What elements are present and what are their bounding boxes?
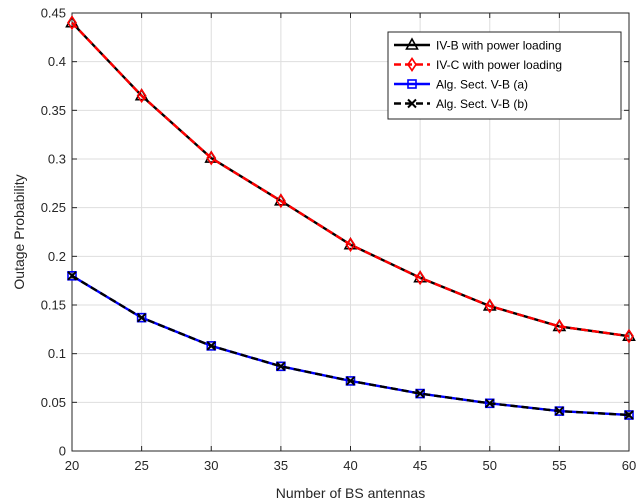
- y-tick-label: 0.2: [48, 249, 66, 264]
- y-axis-label: Outage Probability: [11, 174, 27, 289]
- series-2: [67, 15, 634, 344]
- y-tick-label: 0.1: [48, 346, 66, 361]
- legend-marker: [407, 98, 417, 109]
- x-tick-label: 20: [65, 458, 79, 473]
- y-tick-label: 0.4: [48, 54, 66, 69]
- series-line: [71, 21, 630, 338]
- legend-label: Alg. Sect. V-B (a): [436, 78, 528, 92]
- legend-item: Alg. Sect. V-B (a): [394, 78, 528, 92]
- legend: IV-B with power loading IV-C with power l…: [387, 31, 622, 120]
- data-point: [415, 388, 425, 399]
- y-tick-label: 0.3: [48, 152, 66, 167]
- data-point: [67, 271, 77, 281]
- legend-box: [387, 31, 622, 120]
- x-tick-label: 45: [413, 458, 427, 473]
- axis-ticks: 20 25 30 35 40 45 50 55 60 0 0.05 0.1 0.15 0.2 0.25 0.3…: [41, 6, 637, 474]
- data-point: [345, 376, 356, 386]
- legend-label: Alg. Sect. V-B (b): [436, 97, 528, 111]
- x-tick-label: 35: [274, 458, 288, 473]
- legend-marker: [405, 37, 419, 50]
- y-tick-label: 0.45: [41, 6, 66, 21]
- data-point: [67, 270, 77, 281]
- data-point: [554, 318, 565, 334]
- x-tick-label: 60: [622, 458, 636, 473]
- data-point: [415, 270, 426, 286]
- y-tick-label: 0: [59, 444, 66, 459]
- x-tick-label: 55: [552, 458, 566, 473]
- y-tick-label: 0.35: [41, 103, 66, 118]
- y-tick-label: 0.15: [41, 298, 66, 313]
- x-tick-label: 25: [134, 458, 148, 473]
- data-point: [67, 15, 77, 31]
- data-point: [275, 193, 286, 209]
- series-4: [67, 271, 634, 420]
- data-point: [554, 406, 565, 416]
- data-point: [206, 341, 216, 351]
- data-point: [136, 312, 147, 323]
- data-point: [276, 361, 286, 372]
- legend-item: IV-B with power loading: [394, 37, 561, 53]
- legend-label: IV-C with power loading: [436, 58, 562, 72]
- y-tick-label: 0.05: [41, 395, 66, 410]
- data-point: [345, 376, 356, 386]
- data-point: [624, 410, 634, 420]
- x-tick-label: 40: [343, 458, 357, 473]
- data-point: [624, 328, 634, 344]
- legend-item: Alg. Sect. V-B (b): [394, 97, 528, 111]
- data-point: [345, 237, 356, 253]
- legend-marker: [407, 57, 417, 72]
- x-tick-label: 50: [483, 458, 497, 473]
- series-group: [65, 15, 636, 420]
- legend-marker: [407, 79, 417, 89]
- legend-item: IV-C with power loading: [394, 57, 562, 72]
- y-tick-label: 0.25: [41, 200, 66, 215]
- legend-label: IV-B with power loading: [436, 39, 561, 53]
- data-point: [484, 298, 495, 314]
- data-point: [485, 398, 495, 409]
- x-tick-label: 30: [204, 458, 218, 473]
- x-axis-label: Number of BS antennas: [276, 485, 425, 501]
- data-point: [136, 88, 147, 104]
- data-point: [136, 312, 147, 323]
- data-point: [206, 150, 217, 166]
